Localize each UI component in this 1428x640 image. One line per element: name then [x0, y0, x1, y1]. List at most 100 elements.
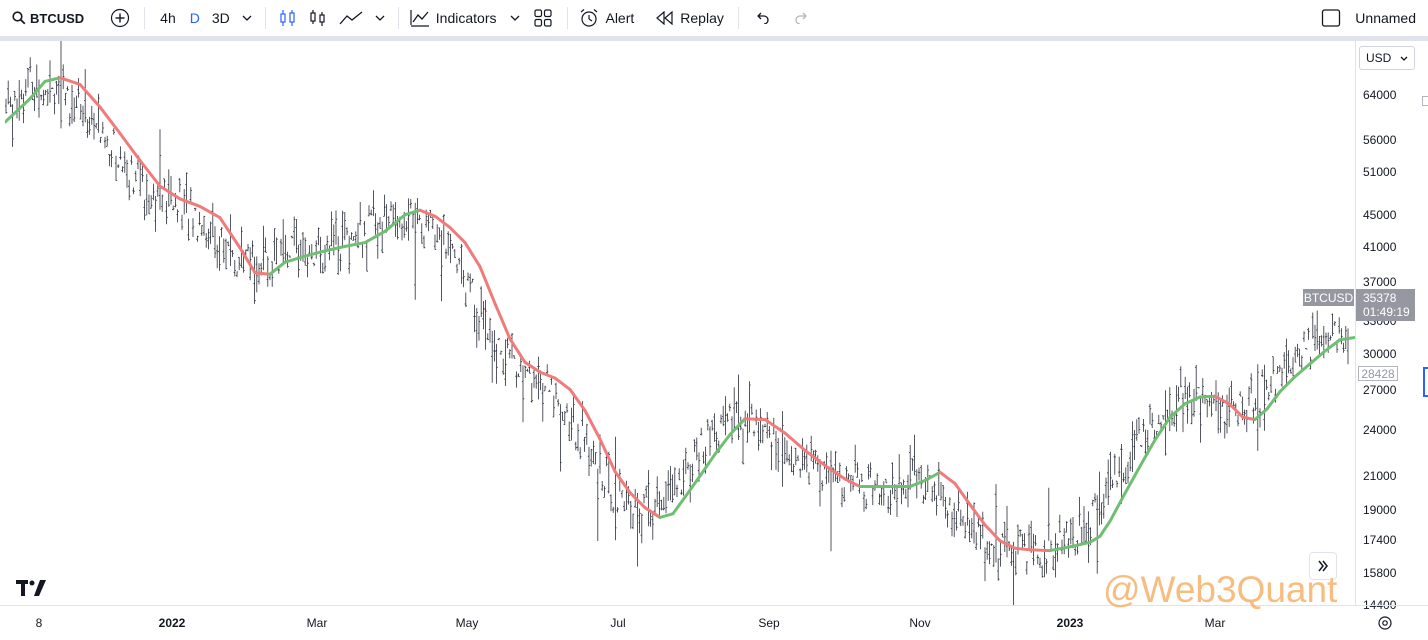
timeframe-4h[interactable]: 4h: [152, 0, 184, 37]
ma-segment: [180, 199, 200, 207]
ohlc-bar: [931, 486, 933, 502]
replay-button[interactable]: Replay: [638, 0, 728, 37]
ohlc-bar: [451, 244, 453, 249]
ohlc-bar: [14, 91, 16, 101]
ma-segment: [615, 472, 630, 493]
ma-segment: [465, 243, 480, 267]
compare-symbol-button[interactable]: [110, 0, 130, 37]
ohlc-bar: [630, 501, 632, 529]
ma-segment: [325, 246, 345, 251]
bar-style-button[interactable]: [303, 0, 333, 37]
ohlc-bar: [121, 166, 123, 172]
ohlc-bar: [1270, 376, 1272, 393]
ohlc-bar: [1028, 525, 1030, 552]
ohlc-bar: [667, 470, 669, 500]
ohlc-bar: [201, 225, 203, 236]
ohlc-bar: [1184, 377, 1186, 399]
ohlc-bar: [220, 227, 222, 237]
ohlc-bar: [273, 229, 275, 261]
ohlc-bar: [504, 340, 506, 387]
ohlc-bar: [348, 236, 350, 274]
ohlc-bar: [1206, 400, 1208, 418]
ohlc-bar: [1041, 566, 1043, 578]
ohlc-bar: [27, 68, 29, 88]
ohlc-bar: [612, 507, 614, 513]
ohlc-bar: [878, 494, 880, 505]
ohlc-bar: [40, 95, 42, 101]
symbol-search-button[interactable]: BTCUSD: [0, 0, 84, 37]
ohlc-bar: [1276, 366, 1278, 373]
ohlc-bar: [953, 503, 955, 537]
ohlc-bar: [610, 494, 612, 511]
tradingview-logo[interactable]: [16, 579, 48, 602]
ohlc-bar: [238, 257, 240, 270]
ohlc-bar: [88, 117, 90, 135]
ohlc-bar: [636, 493, 638, 567]
chart-style-menu-button[interactable]: [369, 0, 391, 37]
current-price-badge: 35378 01:49:19: [1356, 289, 1415, 321]
indicators-menu-button[interactable]: [500, 0, 526, 37]
chart-settings-button[interactable]: [1376, 614, 1394, 637]
ohlc-bar: [341, 211, 343, 246]
ma-segment: [715, 435, 730, 455]
chart-pane[interactable]: [5, 41, 1355, 605]
undo-button[interactable]: [746, 0, 778, 37]
ohlc-bar: [1052, 555, 1054, 570]
layout-name-button[interactable]: Unnamed: [1321, 0, 1428, 37]
alert-button[interactable]: Alert: [575, 0, 638, 37]
ohlc-bar: [469, 274, 471, 293]
ohlc-bar: [1004, 522, 1006, 552]
ohlc-bar: [58, 76, 60, 104]
timeframe-d[interactable]: D: [184, 0, 206, 37]
ohlc-bar: [489, 318, 491, 343]
candles-style-button[interactable]: [273, 0, 303, 37]
ohlc-bar: [418, 215, 420, 221]
ohlc-bar: [517, 374, 519, 377]
ohlc-bar: [113, 128, 115, 134]
ohlc-bar: [531, 383, 533, 403]
redo-button[interactable]: [778, 0, 822, 37]
ohlc-bar: [911, 458, 913, 471]
price-chart[interactable]: [5, 41, 1355, 605]
ohlc-bar: [190, 187, 192, 203]
price-axis[interactable]: 64000 56000 51000 45000 41000 37000 3300…: [1355, 41, 1419, 605]
ohlc-bar: [1151, 413, 1153, 428]
timeframe-3d[interactable]: 3D: [206, 0, 236, 37]
ohlc-bar: [313, 263, 315, 266]
ohlc-bar: [337, 236, 339, 275]
ohlc-bar: [1257, 364, 1259, 451]
ohlc-bar: [590, 449, 592, 467]
line-style-button[interactable]: [333, 0, 369, 37]
scroll-marker[interactable]: [1422, 96, 1428, 106]
bar-countdown: 01:49:19: [1363, 305, 1415, 319]
ohlc-bar: [5, 99, 7, 114]
scale-handle[interactable]: [1423, 367, 1428, 397]
ma-segment: [450, 228, 465, 243]
ohlc-bar: [1191, 402, 1193, 425]
ohlc-bar: [1224, 421, 1226, 438]
ohlc-bar: [713, 413, 715, 442]
ohlc-bar: [443, 214, 445, 245]
ohlc-bar: [1120, 444, 1122, 504]
ohlc-bar: [1056, 543, 1058, 562]
toolbar-divider: [144, 7, 145, 29]
ohlc-bar: [355, 231, 357, 243]
ma-segment: [305, 251, 325, 256]
ohlc-bar: [9, 97, 11, 107]
indicators-button[interactable]: Indicators: [406, 0, 501, 37]
ohlc-bar: [42, 90, 44, 106]
ohlc-bar: [350, 232, 352, 240]
ohlc-bar: [86, 119, 88, 138]
layout-name-label: Unnamed: [1355, 10, 1416, 26]
templates-button[interactable]: [526, 0, 560, 37]
ohlc-bar: [709, 426, 711, 456]
timeframe-menu-button[interactable]: [236, 0, 258, 37]
ohlc-bar: [1142, 419, 1144, 432]
ohlc-bar: [465, 293, 467, 307]
replay-label: Replay: [680, 10, 724, 26]
currency-select[interactable]: USD: [1359, 46, 1415, 70]
ohlc-bar: [7, 81, 9, 105]
ohlc-bar: [346, 227, 348, 235]
ohlc-bar: [775, 431, 777, 470]
ma-segment: [420, 210, 435, 216]
